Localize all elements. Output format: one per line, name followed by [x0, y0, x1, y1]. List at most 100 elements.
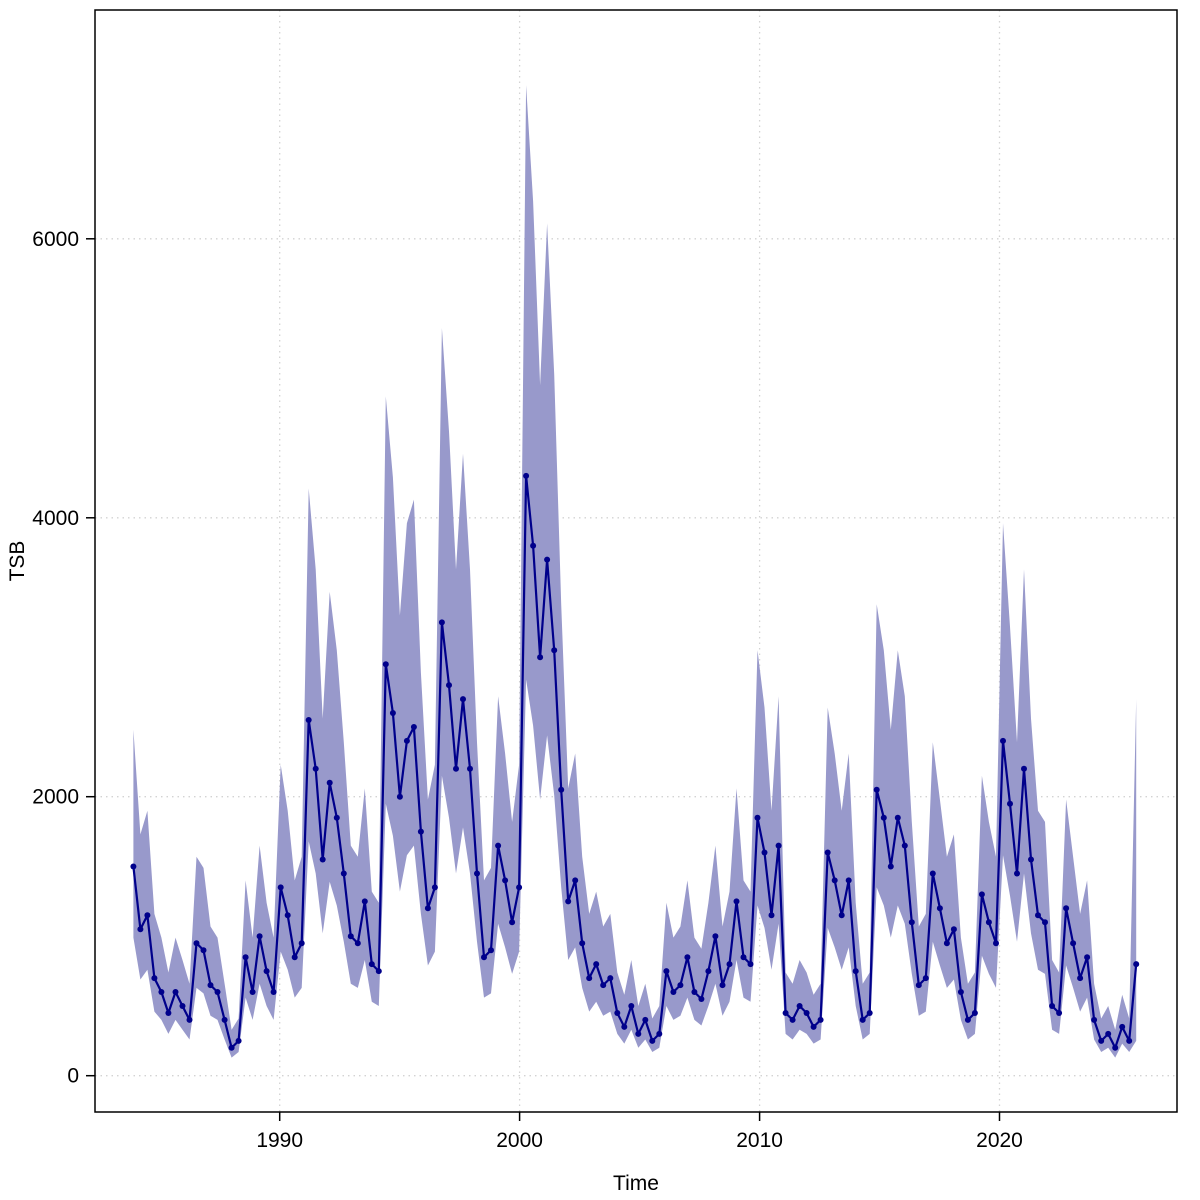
data-point	[1028, 856, 1034, 863]
data-point	[410, 724, 417, 730]
data-point	[1063, 905, 1070, 912]
data-point	[200, 947, 207, 954]
data-point	[446, 682, 452, 689]
data-point	[249, 989, 256, 995]
data-point	[1021, 765, 1027, 772]
data-point	[193, 940, 200, 947]
data-point	[943, 940, 950, 947]
data-point	[214, 989, 221, 995]
data-point	[151, 975, 158, 982]
data-point	[922, 975, 929, 982]
data-point	[593, 961, 600, 968]
data-point	[221, 1016, 228, 1023]
data-point	[628, 1003, 635, 1009]
data-point	[382, 661, 389, 668]
data-point	[572, 877, 579, 884]
x-axis-title: Time	[613, 1172, 659, 1195]
data-point	[319, 856, 326, 863]
data-point	[761, 849, 768, 856]
y-tick-label: 6000	[32, 228, 79, 251]
data-point	[649, 1037, 656, 1044]
data-point	[866, 1010, 873, 1016]
data-point	[460, 696, 466, 703]
data-point	[873, 786, 880, 793]
data-point	[333, 814, 340, 821]
data-point	[158, 989, 165, 995]
x-tick-label: 2020	[976, 1129, 1023, 1152]
data-point	[915, 982, 922, 989]
data-point	[354, 940, 361, 947]
data-point	[642, 1016, 649, 1023]
data-point	[1070, 940, 1077, 947]
data-point	[824, 849, 831, 856]
data-point	[712, 933, 719, 940]
data-point	[733, 898, 740, 905]
data-point	[607, 975, 614, 982]
data-point	[424, 905, 431, 912]
data-point	[1119, 1023, 1126, 1030]
data-point	[950, 926, 957, 933]
confidence-band	[133, 85, 1137, 1058]
data-point	[852, 968, 859, 975]
data-point	[502, 877, 509, 884]
data-point	[929, 870, 936, 877]
data-point	[481, 954, 487, 961]
data-point	[361, 898, 368, 905]
x-tick-label: 1990	[256, 1129, 303, 1152]
data-point	[1105, 1030, 1112, 1037]
data-point	[488, 947, 494, 954]
data-point	[277, 884, 284, 891]
data-point	[656, 1030, 663, 1037]
data-point	[137, 926, 144, 933]
data-point	[291, 954, 298, 961]
data-point	[179, 1003, 186, 1009]
data-point	[495, 842, 502, 849]
data-point	[474, 870, 480, 877]
data-point	[396, 793, 403, 800]
data-point	[796, 1003, 803, 1009]
data-point	[894, 814, 901, 821]
x-tick-label: 2010	[736, 1129, 783, 1152]
data-point	[838, 912, 845, 919]
data-point	[263, 968, 270, 975]
data-point	[544, 556, 551, 563]
data-point	[817, 1016, 824, 1023]
y-axis-title: TSB	[6, 540, 29, 582]
data-point	[614, 1010, 621, 1016]
data-point	[1098, 1037, 1105, 1044]
data-point	[1112, 1044, 1119, 1051]
data-point	[298, 940, 305, 947]
data-point	[936, 905, 943, 912]
data-point	[705, 968, 712, 975]
data-point	[859, 1016, 866, 1023]
data-point	[964, 1016, 971, 1023]
data-point	[1035, 912, 1041, 919]
data-point	[845, 877, 852, 884]
data-point	[698, 996, 705, 1002]
data-point	[312, 765, 319, 772]
plot-frame	[94, 9, 1178, 1113]
data-point	[677, 982, 684, 989]
data-point	[1077, 975, 1084, 982]
data-point	[284, 912, 291, 919]
data-point	[957, 989, 964, 995]
y-tick-label: 0	[67, 1065, 79, 1088]
data-point	[1000, 737, 1006, 744]
data-point	[908, 919, 915, 926]
data-point	[551, 647, 558, 654]
data-point	[228, 1044, 235, 1051]
data-point	[726, 961, 733, 968]
data-point	[684, 954, 691, 961]
data-point	[305, 717, 312, 723]
data-point	[1084, 954, 1091, 961]
data-point	[1042, 919, 1048, 926]
data-point	[523, 472, 530, 479]
data-point	[389, 710, 396, 716]
data-point	[130, 863, 137, 870]
data-point	[1049, 1003, 1056, 1009]
data-point	[831, 877, 838, 884]
data-point	[1056, 1010, 1063, 1016]
data-point	[375, 968, 382, 975]
data-point	[417, 828, 424, 835]
data-point	[775, 842, 782, 849]
